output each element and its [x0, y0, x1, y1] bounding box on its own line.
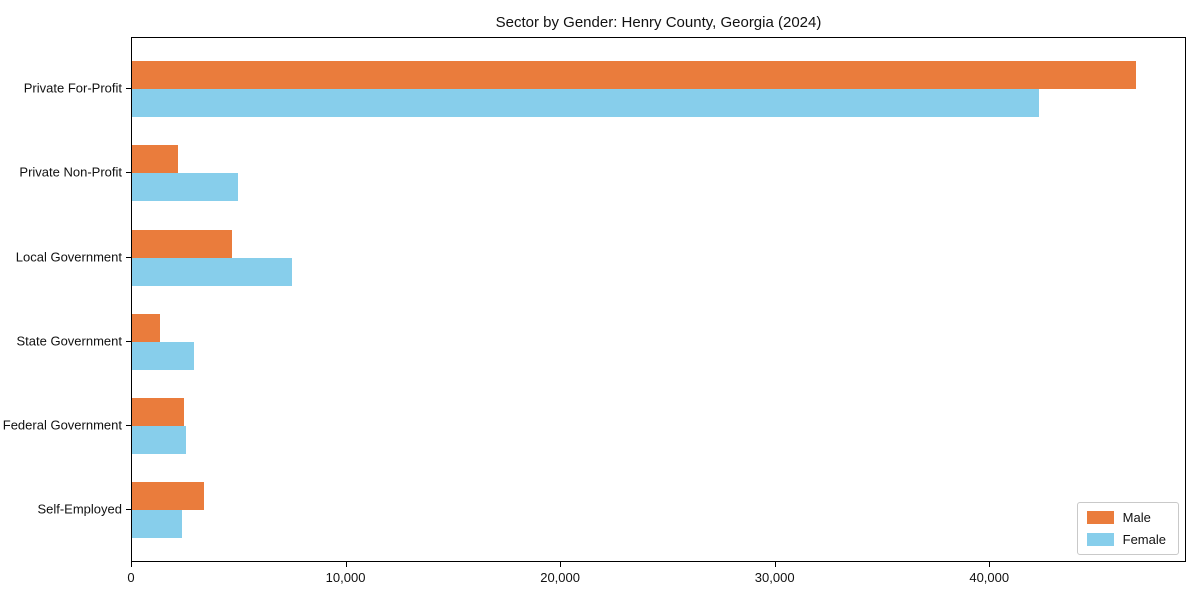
plot-area: Male Female	[131, 37, 1186, 562]
bar-male-federal-government	[132, 398, 184, 427]
bar-female-state-government	[132, 341, 194, 370]
xtick-mark	[774, 562, 776, 567]
ytick-mark	[126, 509, 131, 511]
ytick-mark	[126, 425, 131, 427]
xtick-label-10000: 10,000	[325, 570, 366, 585]
bar-male-private-non-profit	[132, 145, 178, 174]
bar-female-private-for-profit	[132, 89, 1039, 117]
ytick-label-local-government: Local Government	[15, 249, 122, 265]
ytick-label-self-employed: Self-Employed	[37, 501, 122, 517]
bar-male-self-employed	[132, 482, 204, 511]
xtick-mark	[989, 562, 991, 567]
female-color-swatch	[1086, 533, 1114, 546]
xtick-mark	[345, 562, 347, 567]
ytick-label-federal-government: Federal Government	[2, 417, 122, 433]
ytick-label-state-government: State Government	[16, 333, 123, 349]
chart-legend: Male Female	[1076, 502, 1179, 555]
ytick-mark	[126, 340, 131, 342]
legend-entry-female: Female	[1086, 532, 1166, 547]
ytick-label-private-non-profit: Private Non-Profit	[19, 164, 122, 180]
xtick-label-40000: 40,000	[969, 570, 1010, 585]
chart-title: Sector by Gender: Henry County, Georgia …	[495, 14, 822, 31]
xtick-label-0: 0	[127, 570, 135, 585]
xtick-label-30000: 30,000	[754, 570, 795, 585]
bar-female-self-employed	[132, 510, 182, 539]
bar-female-federal-government	[132, 426, 187, 455]
xtick-label-20000: 20,000	[540, 570, 580, 585]
xtick-mark	[560, 562, 562, 567]
legend-label-female: Female	[1122, 532, 1166, 547]
xtick-mark	[131, 562, 132, 567]
bar-female-private-non-profit	[132, 173, 238, 202]
ytick-label-private-for-profit: Private For-Profit	[23, 80, 122, 96]
ytick-mark	[126, 88, 131, 89]
bar-male-local-government	[132, 229, 232, 258]
bar-female-local-government	[132, 257, 292, 286]
legend-entry-male: Male	[1086, 510, 1166, 525]
legend-label-male: Male	[1122, 510, 1151, 525]
male-color-swatch	[1086, 511, 1114, 524]
bar-male-private-for-profit	[132, 61, 1137, 89]
bar-male-state-government	[132, 313, 161, 342]
ytick-mark	[126, 256, 131, 258]
ytick-mark	[126, 172, 131, 174]
